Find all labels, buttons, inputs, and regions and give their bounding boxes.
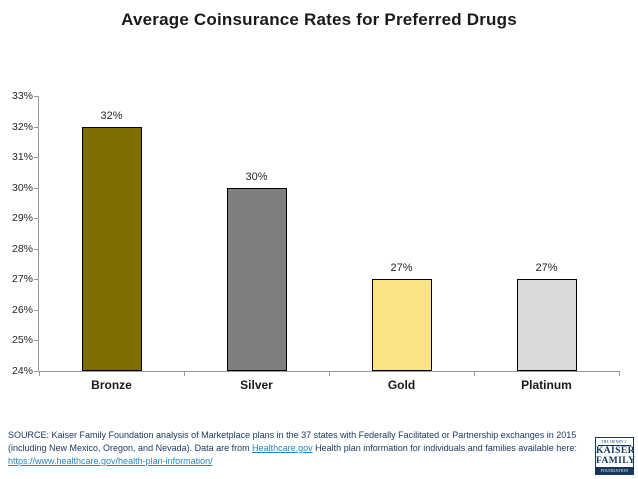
- bar-value-label: 30%: [245, 170, 268, 183]
- kff-logo-kaiser: KAISER: [596, 445, 635, 456]
- y-axis-tick: [34, 340, 39, 342]
- bar-gold: [371, 279, 432, 371]
- health-plan-information-url[interactable]: https://www.healthcare.gov/health-plan-i…: [8, 456, 213, 466]
- kff-logo-henry-j: THE HENRY J.: [598, 438, 631, 446]
- x-axis-tick: [39, 371, 40, 376]
- y-axis-label: 27%: [11, 273, 33, 286]
- x-axis-label: Platinum: [521, 378, 572, 392]
- plot-area: 24% 25% 26% 27% 28% 29% 30% 31% 32% 33% 32% Bronze 3…: [12, 90, 620, 392]
- y-axis-tick: [34, 187, 39, 189]
- y-axis-label: 31%: [11, 151, 33, 164]
- bar-value-label: 32%: [100, 109, 123, 122]
- kff-logo: THE HENRY J. KAISER FAMILY FOUNDATION: [595, 436, 636, 475]
- x-axis-tick: [619, 371, 620, 376]
- y-axis-label: 29%: [11, 212, 33, 225]
- x-axis-label: Bronze: [91, 378, 132, 392]
- kff-logo-family: FAMILY: [596, 455, 636, 466]
- bar-bronze: [81, 126, 142, 371]
- y-axis-label: 25%: [11, 334, 33, 347]
- bar-value-label: 27%: [535, 262, 558, 275]
- x-axis-tick: [184, 371, 185, 376]
- y-axis-tick: [34, 157, 39, 159]
- y-axis-tick: [34, 279, 39, 281]
- y-axis-tick: [34, 126, 39, 128]
- y-axis-label: 24%: [11, 365, 33, 377]
- source-note: SOURCE: Kaiser Family Foundation analysi…: [8, 429, 594, 468]
- y-axis-tick: [34, 218, 39, 220]
- chart-title: Average Coinsurance Rates for Preferred …: [121, 10, 517, 29]
- bar-platinum: [516, 279, 577, 371]
- x-axis-tick: [474, 371, 475, 376]
- bar-silver: [226, 187, 287, 371]
- healthcare-gov-link[interactable]: Healthcare.gov: [252, 443, 313, 453]
- x-axis-label: Gold: [387, 378, 416, 392]
- y-axis-label: 26%: [11, 303, 33, 316]
- y-axis-tick: [34, 96, 39, 97]
- y-axis-label: 30%: [11, 181, 33, 194]
- source-text-2: Health plan information for individuals …: [312, 443, 577, 453]
- kff-logo-foundation: FOUNDATION: [596, 467, 633, 474]
- y-axis-label: 32%: [11, 120, 33, 133]
- x-axis-tick: [329, 371, 330, 376]
- y-axis-tick: [34, 248, 39, 250]
- bar-value-label: 27%: [390, 262, 413, 275]
- y-axis-label: 33%: [11, 90, 33, 102]
- y-axis-tick: [34, 371, 39, 372]
- y-axis-label: 28%: [11, 242, 33, 255]
- source-text-1: SOURCE: Kaiser Family Foundation analysi…: [8, 430, 577, 453]
- y-axis-tick: [34, 309, 39, 311]
- x-axis-label: Silver: [240, 378, 273, 392]
